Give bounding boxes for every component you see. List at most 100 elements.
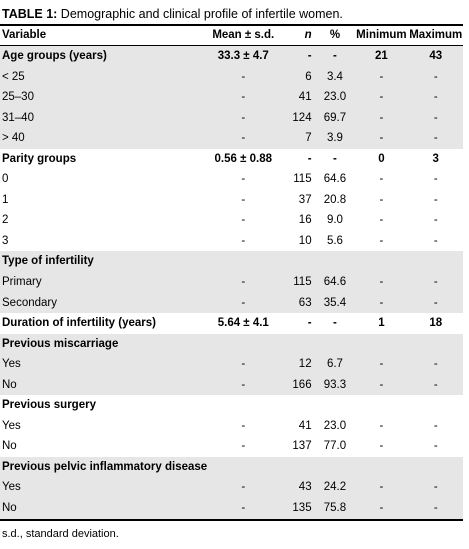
cell-n: 137 (292, 440, 312, 453)
cell-variable: 0 (2, 173, 9, 186)
cell-percent: 23.0 (323, 419, 347, 432)
cell-variable: No (2, 440, 17, 453)
cell-variable: 25–30 (0, 87, 208, 108)
cell-n: - (307, 152, 312, 165)
table-row: Primary -115 64.6- - (0, 272, 463, 293)
cell-mean: - (207, 66, 280, 88)
cell-mean: - (241, 214, 246, 227)
cell-percent: 77.0 (323, 440, 347, 453)
cell-mean: - (241, 193, 246, 206)
cell-mean (207, 251, 280, 273)
cell-n (279, 333, 316, 355)
cell-variable: 1 (2, 193, 9, 206)
cell-mean: - (207, 292, 280, 314)
cell-minimum: 21 (354, 45, 409, 67)
cell-percent: 64.6 (315, 272, 355, 293)
cell-n (279, 251, 316, 273)
top-rule (0, 24, 463, 26)
cell-percent: - (333, 152, 337, 165)
cell-minimum: - (379, 193, 384, 206)
cell-n: 135 (279, 498, 316, 521)
cell-minimum: - (379, 419, 384, 432)
cell-maximum: - (408, 272, 463, 293)
cell-variable: 3 (2, 234, 9, 247)
cell-minimum: - (379, 214, 384, 227)
table-row: Age groups (years) 33.3 ± 4.7- -21 43 (0, 45, 463, 67)
cell-maximum: - (433, 214, 438, 227)
cell-n: 6 (279, 66, 316, 88)
cell-percent: 9.0 (326, 214, 343, 227)
header-minimum: Minimum (354, 26, 409, 46)
cell-percent: 20.8 (323, 193, 347, 206)
cell-minimum (354, 456, 409, 478)
cell-maximum: - (408, 498, 463, 521)
table-row: Yes - 41 23.0 - - (0, 416, 463, 437)
cell-mean: - (207, 354, 280, 375)
table-row: Type of infertility (0, 251, 463, 273)
cell-percent: 23.0 (315, 87, 355, 108)
cell-maximum (408, 333, 463, 355)
cell-minimum: 0 (378, 152, 385, 165)
cell-percent: 24.2 (315, 477, 355, 499)
cell-n: 166 (279, 374, 316, 396)
cell-variable: > 40 (0, 128, 208, 149)
cell-percent: 93.3 (315, 374, 355, 396)
cell-maximum: 43 (408, 45, 463, 67)
cell-n: 115 (293, 173, 312, 186)
cell-mean: - (207, 87, 280, 108)
table-row: Previous miscarriage (0, 333, 463, 355)
cell-maximum: - (408, 477, 463, 499)
header-mean: Mean ± s.d. (207, 26, 280, 46)
cell-mean: - (207, 128, 280, 149)
table-row: Duration of infertility (years) 5.64 ± 4.… (0, 313, 463, 334)
cell-variable: 31–40 (0, 107, 208, 129)
table-row: 0 - 115 64.6 - - (0, 169, 463, 190)
cell-minimum (354, 251, 409, 273)
cell-minimum: - (354, 354, 409, 375)
cell-maximum (408, 395, 463, 416)
cell-percent (315, 251, 355, 273)
cell-minimum: - (354, 272, 409, 293)
profile-table: Variable Mean ± s.d. n % Minimum Maximum… (0, 26, 463, 521)
cell-percent: 69.7 (315, 107, 355, 129)
cell-n: 10 (298, 234, 312, 247)
cell-mean: - (241, 234, 246, 247)
cell-mean: - (207, 374, 280, 396)
cell-n: 43 (279, 477, 316, 499)
cell-maximum: - (433, 173, 438, 186)
table-row: No - 137 77.0 - - (0, 436, 463, 457)
header-n: n (279, 26, 316, 46)
cell-maximum: - (408, 107, 463, 129)
table-title: Demographic and clinical profile of infe… (57, 7, 343, 21)
cell-mean: 0.56 ± 0.88 (214, 152, 272, 165)
cell-n: - (307, 317, 312, 330)
cell-mean: - (241, 419, 246, 432)
cell-mean: - (241, 440, 246, 453)
cell-mean: - (241, 173, 246, 186)
cell-mean (207, 456, 280, 478)
cell-variable: Previous pelvic inflammatory disease (0, 456, 208, 478)
cell-mean: - (207, 107, 280, 129)
cell-mean (207, 333, 280, 355)
header-maximum: Maximum (408, 26, 463, 46)
cell-minimum: - (354, 477, 409, 499)
table-row: 31–40-124 69.7- - (0, 107, 463, 129)
cell-n: 63 (279, 292, 316, 314)
cell-minimum: - (354, 66, 409, 88)
cell-n: 115 (279, 272, 316, 293)
cell-percent: 3.9 (315, 128, 355, 149)
cell-minimum: 1 (378, 317, 385, 330)
cell-n: 41 (279, 87, 316, 108)
table-label: TABLE 1: (2, 7, 58, 21)
table-row: Yes -43 24.2- - (0, 477, 463, 499)
cell-minimum: - (379, 440, 384, 453)
cell-maximum: 3 (432, 152, 439, 165)
cell-n: 37 (298, 193, 312, 206)
cell-n (279, 395, 315, 416)
cell-n: 124 (279, 107, 316, 129)
cell-variable: Type of infertility (0, 251, 208, 273)
cell-n: 12 (279, 354, 316, 375)
cell-percent: 75.8 (315, 498, 355, 521)
cell-maximum: - (408, 354, 463, 375)
cell-maximum: - (408, 374, 463, 396)
